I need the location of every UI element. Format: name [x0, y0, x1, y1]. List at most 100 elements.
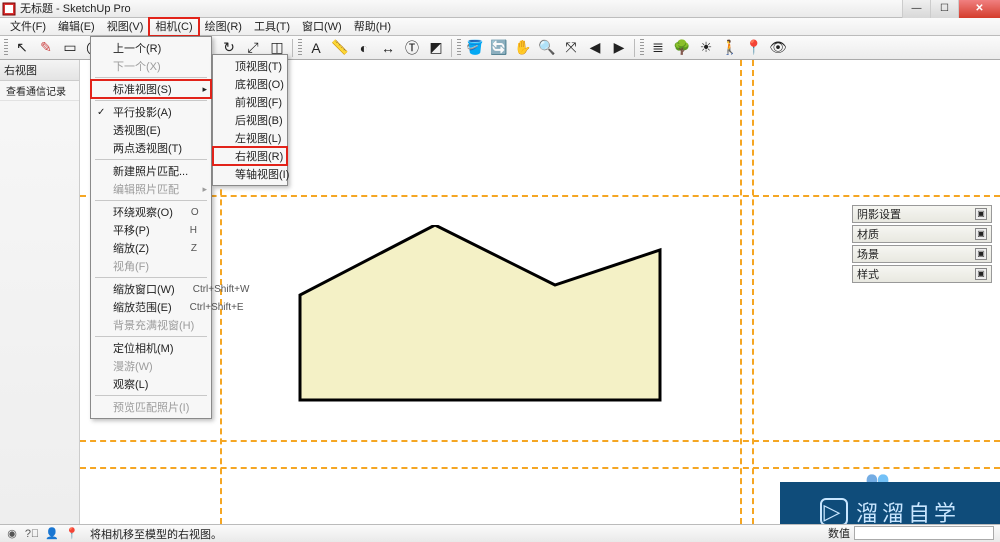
menu-item-label: 背景充满视窗(H) — [113, 317, 194, 333]
views-submenu-item[interactable]: 左视图(L) — [213, 129, 287, 147]
model-shape — [280, 225, 680, 405]
menu-item-label: 环绕观察(O) — [113, 204, 173, 220]
views-submenu-item[interactable]: 等轴视图(I) — [213, 165, 287, 183]
camera-menu-item[interactable]: 两点透视图(T) — [91, 139, 211, 157]
views-submenu-item[interactable]: 前视图(F) — [213, 93, 287, 111]
minimize-button[interactable]: — — [902, 0, 930, 18]
menu-item-label: 定位相机(M) — [113, 340, 174, 356]
views-submenu-item[interactable]: 右视图(R) — [213, 147, 287, 165]
tool-layers[interactable]: ≣ — [647, 38, 669, 58]
status-info-icon[interactable]: ◉ — [4, 526, 20, 542]
menu-item-label: 顶视图(T) — [235, 58, 282, 74]
tray-panel[interactable]: 材质▣ — [852, 225, 992, 243]
tool-tape[interactable]: 📏 — [329, 38, 351, 58]
menu-item-label: 平行投影(A) — [113, 104, 172, 120]
camera-menu-item: 背景充满视窗(H) — [91, 316, 211, 334]
tool-rect[interactable]: ▭ — [59, 38, 81, 58]
tool-next[interactable]: ▶ — [608, 38, 630, 58]
window-title: 无标题 - SketchUp Pro — [18, 0, 902, 18]
menu-camera[interactable]: 相机(C) — [149, 18, 198, 36]
menu-file[interactable]: 文件(F) — [4, 18, 52, 36]
tray-panel[interactable]: 样式▣ — [852, 265, 992, 283]
menu-edit[interactable]: 编辑(E) — [52, 18, 101, 36]
status-user-icon[interactable]: 👤 — [44, 526, 60, 542]
menu-window[interactable]: 窗口(W) — [296, 18, 348, 36]
submenu-arrow-icon: ▸ — [202, 184, 207, 195]
views-submenu-item[interactable]: 底视图(O) — [213, 75, 287, 93]
camera-menu-item[interactable]: 新建照片匹配... — [91, 162, 211, 180]
tool-walk[interactable]: 🚶 — [719, 38, 741, 58]
menu-tools[interactable]: 工具(T) — [248, 18, 296, 36]
app-icon — [0, 0, 18, 18]
tool-prev[interactable]: ◀ — [584, 38, 606, 58]
tray-toggle[interactable]: ▣ — [975, 208, 987, 220]
tool-pan[interactable]: ✋ — [512, 38, 534, 58]
menu-draw[interactable]: 绘图(R) — [199, 18, 248, 36]
tool-look[interactable]: 👁 — [767, 38, 789, 58]
views-submenu-item[interactable]: 后视图(B) — [213, 111, 287, 129]
tool-zext[interactable]: ⤧ — [560, 38, 582, 58]
maximize-button[interactable]: ☐ — [930, 0, 958, 18]
tray-panel[interactable]: 场景▣ — [852, 245, 992, 263]
standard-views-submenu: 顶视图(T) 底视图(O) 前视图(F)后视图(B)左视图(L)右视图(R)等轴视图… — [212, 54, 288, 186]
watermark-play-icon: ▷ — [820, 498, 848, 526]
menu-item-label: 视角(F) — [113, 258, 149, 274]
tray-panel[interactable]: 阴影设置▣ — [852, 205, 992, 223]
camera-menu-item[interactable]: 平移(P) H — [91, 221, 211, 239]
camera-menu-item[interactable]: 缩放范围(E)Ctrl+Shift+E — [91, 298, 211, 316]
menu-item-label: 两点透视图(T) — [113, 140, 182, 156]
camera-dropdown: 上一个(R)下一个(X)标准视图(S)▸平行投影(A)透视图(E)两点透视图(T… — [90, 36, 212, 419]
status-help-icon[interactable]: ?⃝ — [24, 526, 40, 542]
measurement-label: 数值 — [828, 525, 850, 541]
camera-menu-item[interactable]: 观察(L) — [91, 375, 211, 393]
menu-item-label: 平移(P) — [113, 222, 150, 238]
menu-item-label: 缩放(Z) — [113, 240, 149, 256]
camera-menu-item[interactable]: 环绕观察(O)O — [91, 203, 211, 221]
tray-toggle[interactable]: ▣ — [975, 248, 987, 260]
camera-menu-item: 预览匹配照片(I) — [91, 398, 211, 416]
guide-horizontal — [80, 467, 1000, 469]
tool-dimension[interactable]: ↔ — [377, 38, 399, 58]
tray-stack: 阴影设置▣ 材质▣ 场景▣ 样式▣ — [852, 205, 992, 285]
camera-menu-item[interactable]: 缩放窗口(W)Ctrl+Shift+W — [91, 280, 211, 298]
camera-menu-item[interactable]: 透视图(E) — [91, 121, 211, 139]
left-panel-item[interactable]: 查看通信记录 — [0, 81, 79, 101]
menu-bar: 文件(F) 编辑(E) 视图(V) 相机(C) 绘图(R) 工具(T) 窗口(W… — [0, 18, 1000, 36]
camera-menu-item[interactable]: 标准视图(S)▸ — [91, 80, 211, 98]
menu-view[interactable]: 视图(V) — [101, 18, 150, 36]
tool-textlabel[interactable]: Ⓣ — [401, 38, 423, 58]
tray-toggle[interactable]: ▣ — [975, 228, 987, 240]
tool-outliner[interactable]: 🌳 — [671, 38, 693, 58]
status-geo-icon[interactable]: 📍 — [64, 526, 80, 542]
camera-menu-item[interactable]: 上一个(R) — [91, 39, 211, 57]
tool-shadow[interactable]: ☀ — [695, 38, 717, 58]
camera-menu-item: 编辑照片匹配▸ — [91, 180, 211, 198]
menu-item-label: 底视图(O) — [235, 76, 284, 92]
tool-orbit[interactable]: 🔄 — [488, 38, 510, 58]
menu-item-label: 观察(L) — [113, 376, 148, 392]
menu-item-label: 缩放窗口(W) — [113, 281, 175, 297]
tool-protractor[interactable]: ◐ — [353, 38, 375, 58]
tool-zoom[interactable]: 🔍 — [536, 38, 558, 58]
menu-shortcut: Ctrl+Shift+W — [175, 284, 250, 295]
views-submenu-item[interactable]: 顶视图(T) — [213, 57, 287, 75]
camera-menu-item[interactable]: 定位相机(M) — [91, 339, 211, 357]
window-buttons: — ☐ ✕ — [902, 0, 1000, 18]
measurement-input[interactable] — [854, 526, 994, 540]
tray-toggle[interactable]: ▣ — [975, 268, 987, 280]
close-button[interactable]: ✕ — [958, 0, 1000, 18]
camera-menu-item[interactable]: 平行投影(A) — [91, 103, 211, 121]
tool-pencil[interactable]: ✎ — [35, 38, 57, 58]
tool-position[interactable]: 📍 — [743, 38, 765, 58]
tool-cursor[interactable]: ↖ — [11, 38, 33, 58]
guide-vertical — [752, 60, 754, 524]
camera-menu-item[interactable]: 缩放(Z) Z — [91, 239, 211, 257]
tool-section[interactable]: ◩ — [425, 38, 447, 58]
menu-item-label: 前视图(F) — [235, 94, 282, 110]
menu-help[interactable]: 帮助(H) — [348, 18, 397, 36]
camera-menu-item: 漫游(W) — [91, 357, 211, 375]
menu-shortcut: H — [172, 225, 197, 236]
menu-shortcut: Z — [173, 243, 197, 254]
tool-text[interactable]: A — [305, 38, 327, 58]
tool-paint[interactable]: 🪣 — [464, 38, 486, 58]
